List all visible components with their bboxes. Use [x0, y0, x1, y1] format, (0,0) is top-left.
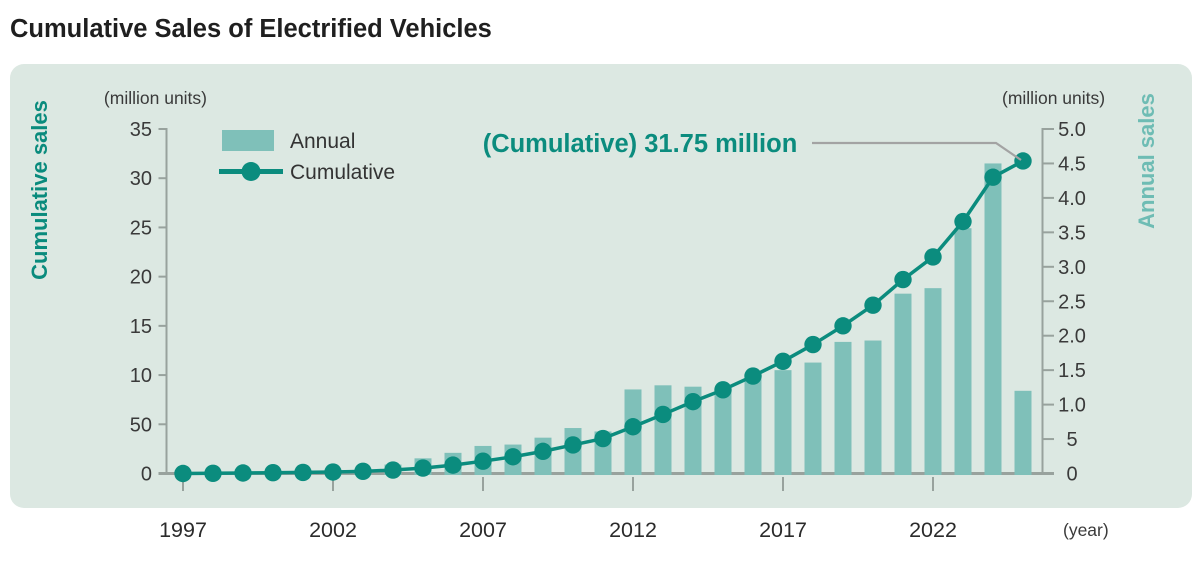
point-2019 — [834, 317, 852, 335]
point-2011 — [594, 429, 612, 448]
point-2017 — [774, 352, 792, 370]
point-2008 — [504, 448, 522, 466]
point-2001 — [294, 463, 312, 482]
bar-2018 — [804, 362, 822, 475]
annotation-callout-line — [812, 141, 1022, 161]
left-axis-units-label: (million units) — [104, 88, 207, 108]
point-1998 — [204, 464, 222, 483]
bar-2013 — [654, 385, 672, 475]
legend-cumulative-marker-swatch — [241, 162, 261, 181]
point-2012 — [624, 418, 642, 436]
left-axis-tick-label: 10 — [130, 365, 152, 387]
bar-2020 — [864, 340, 882, 475]
year-axis-tick-label: 2012 — [609, 518, 657, 542]
point-2025 — [1014, 152, 1032, 170]
left-axis-title: Cumulative sales — [27, 100, 52, 280]
legend-cumulative-label: Cumulative — [290, 161, 395, 184]
right-axis-units-label: (million units) — [1002, 88, 1105, 108]
point-2003 — [354, 462, 372, 481]
bar-2022 — [924, 288, 942, 475]
right-axis-tick-label: 2.5 — [1058, 291, 1086, 313]
point-2014 — [684, 392, 702, 411]
point-2016 — [744, 367, 762, 385]
left-axis-tick-label: 15 — [130, 316, 152, 338]
legend-annual-swatch — [222, 130, 274, 151]
left-axis-tick-label: 30 — [130, 168, 152, 190]
right-axis-tick-label: 0 — [1066, 464, 1077, 486]
point-2018 — [804, 335, 822, 354]
right-axis-tick-label: 4.0 — [1058, 188, 1086, 210]
left-axis-tick-label: 25 — [130, 217, 152, 239]
year-axis-tick-label: 2002 — [309, 518, 357, 542]
point-2007 — [474, 452, 492, 470]
point-2002 — [324, 463, 342, 481]
cumulative-total-annotation: (Cumulative) 31.75 million — [483, 130, 798, 158]
point-2004 — [384, 461, 402, 479]
point-2015 — [714, 381, 732, 399]
right-axis-tick-label: 5 — [1066, 429, 1077, 451]
right-axis-tick-label: 5.0 — [1058, 119, 1086, 141]
left-axis-tick-label: 50 — [130, 414, 152, 436]
point-1999 — [234, 464, 252, 482]
point-2020 — [864, 296, 882, 314]
right-axis-tick-label: 3.0 — [1058, 257, 1086, 279]
bar-2024 — [984, 163, 1002, 475]
point-2021 — [894, 270, 912, 289]
left-axis-tick-label: 20 — [130, 267, 152, 289]
point-2023 — [954, 212, 972, 231]
right-axis-title: Annual sales — [1134, 93, 1159, 229]
right-axis-tick-label: 1.0 — [1058, 395, 1086, 417]
point-2009 — [534, 442, 552, 461]
point-2005 — [414, 459, 432, 477]
left-axis-tick-label: 0 — [141, 464, 152, 486]
bar-2025 — [1014, 390, 1032, 475]
year-axis-tick-label: 1997 — [159, 518, 207, 542]
right-axis-tick-label: 4.5 — [1058, 153, 1086, 175]
point-2022 — [924, 248, 942, 266]
point-2000 — [264, 464, 282, 482]
right-axis-tick-label: 2.0 — [1058, 326, 1086, 348]
legend: Annual Cumulative — [219, 130, 395, 184]
point-2024 — [984, 168, 1002, 186]
point-1997 — [174, 464, 192, 483]
bar-2023 — [954, 228, 972, 475]
year-axis-tick-label: 2007 — [459, 518, 507, 542]
cumulative-line-markers — [174, 152, 1032, 483]
year-axis-tick-label: 2022 — [909, 518, 957, 542]
bar-2015 — [714, 390, 732, 475]
legend-annual-label: Annual — [290, 130, 355, 153]
chart-title: Cumulative Sales of Electrified Vehicles — [10, 15, 492, 43]
bar-2019 — [834, 341, 852, 475]
axis-tick-labels: 3530252015105005.04.54.03.53.02.52.01.51… — [130, 119, 1086, 542]
bar-2016 — [744, 376, 762, 475]
point-2006 — [444, 456, 462, 474]
year-axis-unit-label: (year) — [1063, 520, 1109, 540]
right-axis-tick-label: 3.5 — [1058, 222, 1086, 244]
year-axis-tick-label: 2017 — [759, 518, 807, 542]
right-axis-tick-label: 1.5 — [1058, 360, 1086, 382]
bar-2017 — [774, 370, 792, 475]
point-2013 — [654, 405, 672, 424]
point-2010 — [564, 436, 582, 454]
bar-2021 — [894, 293, 912, 475]
left-axis-tick-label: 35 — [130, 119, 152, 141]
